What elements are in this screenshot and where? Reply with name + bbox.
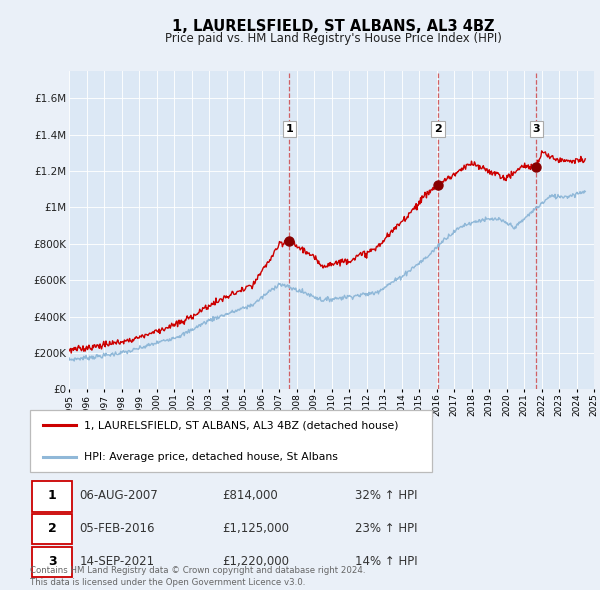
Text: 1, LAURELSFIELD, ST ALBANS, AL3 4BZ: 1, LAURELSFIELD, ST ALBANS, AL3 4BZ [172,19,494,34]
FancyBboxPatch shape [32,546,72,576]
Text: £1,220,000: £1,220,000 [223,555,290,568]
Text: Contains HM Land Registry data © Crown copyright and database right 2024.
This d: Contains HM Land Registry data © Crown c… [29,566,365,587]
Text: £814,000: £814,000 [223,490,278,503]
FancyBboxPatch shape [32,513,72,543]
Text: £1,125,000: £1,125,000 [223,522,290,535]
Text: 32% ↑ HPI: 32% ↑ HPI [355,490,418,503]
Text: 1: 1 [286,124,293,134]
Text: 1, LAURELSFIELD, ST ALBANS, AL3 4BZ (detached house): 1, LAURELSFIELD, ST ALBANS, AL3 4BZ (det… [83,421,398,431]
Text: 2: 2 [48,522,56,535]
Text: 1: 1 [48,490,56,503]
Text: 3: 3 [48,555,56,568]
FancyBboxPatch shape [29,410,433,472]
Text: Price paid vs. HM Land Registry's House Price Index (HPI): Price paid vs. HM Land Registry's House … [164,32,502,45]
Text: 06-AUG-2007: 06-AUG-2007 [79,490,158,503]
Text: 3: 3 [533,124,540,134]
Text: 2: 2 [434,124,442,134]
Text: HPI: Average price, detached house, St Albans: HPI: Average price, detached house, St A… [83,451,337,461]
Text: 14-SEP-2021: 14-SEP-2021 [79,555,154,568]
Text: 23% ↑ HPI: 23% ↑ HPI [355,522,418,535]
Text: 14% ↑ HPI: 14% ↑ HPI [355,555,418,568]
Text: 05-FEB-2016: 05-FEB-2016 [79,522,155,535]
FancyBboxPatch shape [32,481,72,512]
